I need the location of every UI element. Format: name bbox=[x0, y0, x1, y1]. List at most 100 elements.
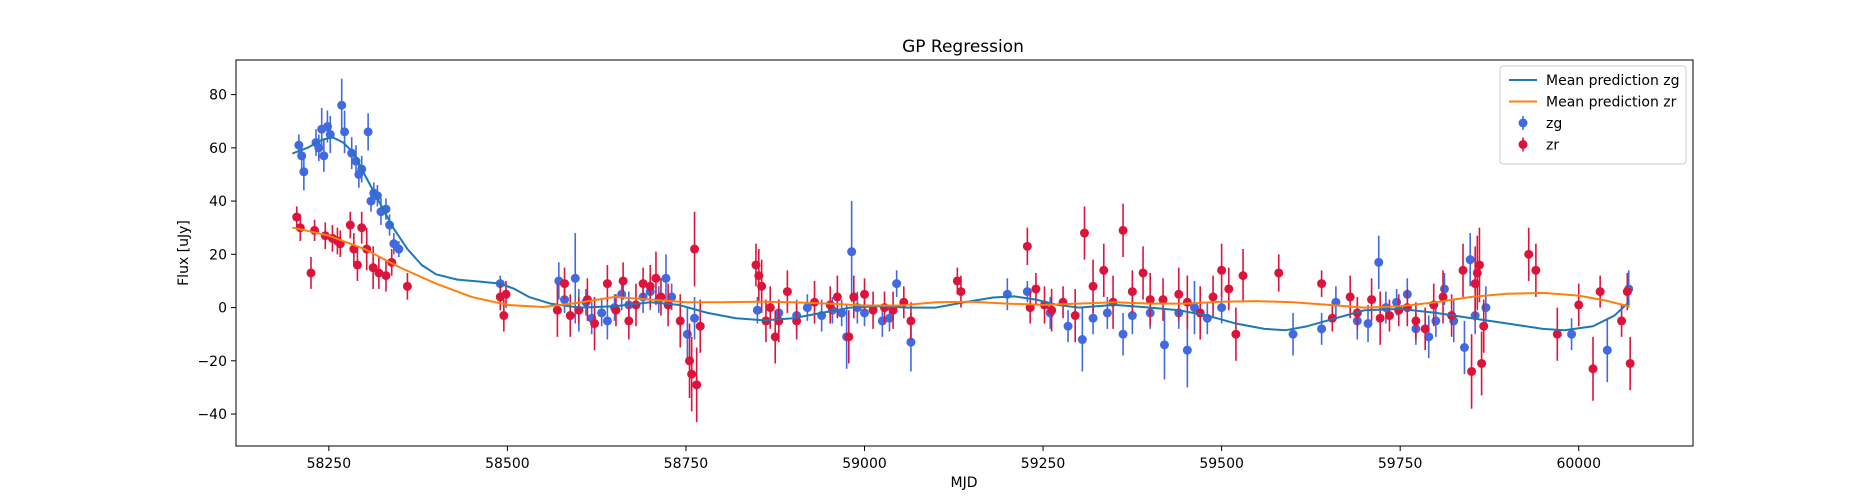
point-zr-108 bbox=[1475, 260, 1484, 269]
y-tick-label-20: 20 bbox=[209, 247, 227, 263]
point-zr-115 bbox=[1589, 364, 1598, 373]
point-zr-26 bbox=[590, 319, 599, 328]
point-zr-8 bbox=[346, 221, 355, 230]
point-zr-20 bbox=[501, 290, 510, 299]
x-tick-label-58750: 58750 bbox=[664, 456, 709, 472]
point-zr-17 bbox=[403, 282, 412, 291]
point-zr-45 bbox=[757, 282, 766, 291]
point-zr-65 bbox=[1023, 242, 1032, 251]
point-zr-119 bbox=[1626, 359, 1635, 368]
legend-label: zg bbox=[1546, 116, 1562, 132]
legend-label: Mean prediction zg bbox=[1546, 73, 1680, 89]
point-zr-95 bbox=[1376, 314, 1385, 323]
point-zr-2 bbox=[306, 268, 315, 277]
point-zg-65 bbox=[1119, 330, 1128, 339]
point-zr-40 bbox=[690, 245, 699, 254]
legend-label: zr bbox=[1546, 138, 1559, 154]
point-zr-22 bbox=[560, 279, 569, 288]
point-zg-85 bbox=[1431, 316, 1440, 325]
point-zr-85 bbox=[1217, 266, 1226, 275]
chart-title: GP Regression bbox=[902, 37, 1024, 57]
point-zg-27 bbox=[571, 274, 580, 283]
point-zr-11 bbox=[357, 223, 366, 232]
x-tick-label-60000: 60000 bbox=[1556, 456, 1601, 472]
point-zr-118 bbox=[1623, 287, 1632, 296]
point-zr-81 bbox=[1174, 290, 1183, 299]
point-zr-104 bbox=[1459, 266, 1468, 275]
point-zr-73 bbox=[1089, 282, 1098, 291]
point-zg-15 bbox=[364, 127, 373, 136]
point-zr-94 bbox=[1367, 295, 1376, 304]
point-zr-34 bbox=[651, 274, 660, 283]
point-zr-107 bbox=[1473, 268, 1482, 277]
point-zr-88 bbox=[1239, 271, 1248, 280]
y-tick-label--20: −20 bbox=[197, 354, 227, 370]
point-zr-23 bbox=[566, 311, 575, 320]
point-zr-78 bbox=[1139, 268, 1148, 277]
point-zg-75 bbox=[1317, 324, 1326, 333]
point-zr-50 bbox=[783, 287, 792, 296]
point-zr-72 bbox=[1080, 229, 1089, 238]
point-zg-86 bbox=[1440, 284, 1449, 293]
point-zr-87 bbox=[1231, 330, 1240, 339]
point-zr-117 bbox=[1617, 316, 1626, 325]
point-zg-93 bbox=[1603, 346, 1612, 355]
point-zr-38 bbox=[685, 356, 694, 365]
point-zg-91 bbox=[1481, 303, 1490, 312]
point-zg-31 bbox=[597, 308, 606, 317]
x-axis-label: MJD bbox=[951, 475, 978, 491]
point-zg-70 bbox=[1183, 346, 1192, 355]
point-zg-63 bbox=[1089, 314, 1098, 323]
point-zr-53 bbox=[826, 300, 835, 309]
point-zg-10 bbox=[340, 127, 349, 136]
point-zr-77 bbox=[1128, 287, 1137, 296]
point-zr-86 bbox=[1224, 284, 1233, 293]
point-zg-32 bbox=[603, 316, 612, 325]
point-zg-9 bbox=[337, 101, 346, 110]
point-zr-74 bbox=[1099, 266, 1108, 275]
point-zr-30 bbox=[624, 316, 633, 325]
point-zr-33 bbox=[646, 282, 655, 291]
point-zg-46 bbox=[803, 303, 812, 312]
point-zr-96 bbox=[1385, 311, 1394, 320]
point-zg-43 bbox=[753, 306, 762, 315]
point-zr-71 bbox=[1071, 311, 1080, 320]
x-tick-label-59250: 59250 bbox=[1021, 456, 1066, 472]
point-zg-68 bbox=[1160, 340, 1169, 349]
y-tick-label-0: 0 bbox=[218, 301, 227, 317]
x-tick-label-59500: 59500 bbox=[1199, 456, 1244, 472]
point-zg-62 bbox=[1078, 335, 1087, 344]
point-zg-88 bbox=[1460, 343, 1469, 352]
point-zg-2 bbox=[299, 167, 308, 176]
x-tick-label-58250: 58250 bbox=[307, 456, 352, 472]
point-zr-116 bbox=[1596, 287, 1605, 296]
y-tick-label-60: 60 bbox=[209, 141, 227, 157]
point-zr-109 bbox=[1477, 359, 1486, 368]
point-zr-76 bbox=[1119, 226, 1128, 235]
point-zr-15 bbox=[381, 271, 390, 280]
point-zr-113 bbox=[1553, 330, 1562, 339]
point-zr-47 bbox=[766, 303, 775, 312]
point-zr-37 bbox=[676, 316, 685, 325]
point-zg-42 bbox=[690, 314, 699, 323]
point-zr-89 bbox=[1274, 268, 1283, 277]
point-zr-100 bbox=[1421, 324, 1430, 333]
point-zg-74 bbox=[1289, 330, 1298, 339]
point-zr-92 bbox=[1346, 292, 1355, 301]
point-zr-49 bbox=[774, 316, 783, 325]
legend-label: Mean prediction zr bbox=[1546, 95, 1677, 111]
point-zg-61 bbox=[1064, 322, 1073, 331]
point-zr-64 bbox=[956, 287, 965, 296]
point-zr-62 bbox=[906, 316, 915, 325]
legend-swatch-marker bbox=[1519, 119, 1528, 128]
point-zg-79 bbox=[1374, 258, 1383, 267]
point-zg-56 bbox=[892, 279, 901, 288]
point-zr-114 bbox=[1574, 300, 1583, 309]
point-zr-42 bbox=[696, 322, 705, 331]
point-zg-6 bbox=[319, 151, 328, 160]
legend-swatch-marker bbox=[1519, 140, 1528, 149]
point-zr-99 bbox=[1411, 316, 1420, 325]
point-zr-21 bbox=[553, 306, 562, 315]
y-tick-label-80: 80 bbox=[209, 88, 227, 104]
